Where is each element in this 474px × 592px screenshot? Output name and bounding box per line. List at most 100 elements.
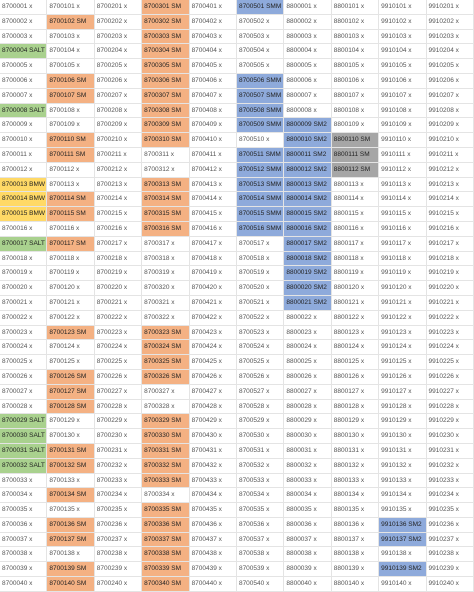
cell[interactable]: 9910225 x (426, 355, 474, 370)
cell[interactable]: 8700422 x (189, 310, 237, 326)
cell[interactable]: 9910224 x (426, 340, 474, 356)
cell[interactable]: 8700340 SM (142, 577, 190, 592)
cell[interactable]: 8700436 x (189, 517, 237, 533)
cell[interactable]: 8700512 SMM (236, 162, 285, 178)
cell[interactable]: 8700324 SM (142, 340, 190, 356)
cell[interactable]: 8700523 x (236, 325, 285, 341)
cell[interactable]: 8700531 x (236, 443, 285, 459)
cell[interactable]: 8700118 x (47, 251, 95, 267)
cell[interactable]: 8700233 x (94, 473, 143, 489)
cell[interactable]: 8700423 x (189, 325, 237, 341)
cell[interactable]: 8700213 x (94, 177, 143, 193)
cell[interactable]: 8700109 x (47, 118, 95, 134)
cell[interactable]: 8700227 x (94, 384, 143, 400)
cell[interactable]: 8800005 x (284, 59, 332, 74)
cell[interactable]: 8700513 SMM (236, 177, 285, 193)
cell[interactable]: 9910210 x (426, 133, 474, 148)
cell[interactable]: 8800035 x (284, 503, 332, 518)
cell[interactable]: 8700239 x (94, 562, 143, 578)
cell[interactable]: 8700318 x (142, 251, 190, 267)
cell[interactable]: 8800101 x (331, 0, 380, 15)
cell[interactable]: 8800135 x (331, 503, 380, 518)
cell[interactable]: 8700114 SM (47, 192, 95, 208)
cell[interactable]: 8700017 SALT (0, 236, 48, 252)
cell[interactable]: 8800106 x (331, 73, 380, 89)
cell[interactable]: 9910221 x (426, 295, 474, 311)
cell[interactable]: 8700517 x (236, 236, 285, 252)
cell[interactable]: 8700432 x (189, 458, 237, 474)
cell[interactable]: 8700337 SM (142, 532, 190, 548)
cell[interactable]: 9910238 x (426, 547, 474, 563)
cell[interactable]: 8800111 SM (331, 147, 380, 163)
cell[interactable]: 8700534 x (236, 488, 285, 504)
cell[interactable]: 9910132 x (379, 458, 427, 474)
cell[interactable]: 8700325 SM (142, 355, 190, 370)
cell[interactable]: 8700407 x (189, 88, 237, 104)
cell[interactable]: 8700013 BMW (0, 177, 48, 193)
cell[interactable]: 8700108 x (47, 103, 95, 119)
cell[interactable]: 8800121 x (331, 295, 380, 311)
cell[interactable]: 8700333 SM (142, 473, 190, 489)
cell[interactable]: 9910136 SM2 (379, 517, 427, 533)
cell[interactable]: 8800011 SM2 (284, 147, 332, 163)
cell[interactable]: 8700137 SM (47, 532, 95, 548)
cell[interactable]: 8700306 SM (142, 73, 190, 89)
cell[interactable]: 8800039 x (284, 562, 332, 578)
cell[interactable]: 9910205 x (426, 59, 474, 74)
cell[interactable]: 8800113 x (331, 177, 380, 193)
cell[interactable]: 8700326 SM (142, 369, 190, 385)
cell[interactable]: 8700319 x (142, 266, 190, 282)
cell[interactable]: 8700115 SM (47, 207, 95, 222)
cell[interactable]: 8800010 SM2 (284, 133, 332, 148)
cell[interactable]: 8700020 x (0, 281, 48, 296)
cell[interactable]: 9910226 x (426, 369, 474, 385)
cell[interactable]: 9910115 x (379, 207, 427, 222)
cell[interactable]: 9910103 x (379, 29, 427, 45)
cell[interactable]: 8800033 x (284, 473, 332, 489)
cell[interactable]: 8800012 SM2 (284, 162, 332, 178)
cell[interactable]: 8700533 x (236, 473, 285, 489)
cell[interactable]: 8700332 SM (142, 458, 190, 474)
cell[interactable]: 8800124 x (331, 340, 380, 356)
cell[interactable]: 8700231 x (94, 443, 143, 459)
cell[interactable]: 8700122 x (47, 310, 95, 326)
cell[interactable]: 8700439 x (189, 562, 237, 578)
cell[interactable]: 8800109 x (331, 118, 380, 134)
cell[interactable]: 8700535 x (236, 503, 285, 518)
cell[interactable]: 8700209 x (94, 118, 143, 134)
cell[interactable]: 8700521 x (236, 295, 285, 311)
cell[interactable]: 8700413 x (189, 177, 237, 193)
cell[interactable]: 9910117 x (379, 236, 427, 252)
cell[interactable]: 8700420 x (189, 281, 237, 296)
cell[interactable]: 8700431 x (189, 443, 237, 459)
cell[interactable]: 8700434 x (189, 488, 237, 504)
cell[interactable]: 8800004 x (284, 44, 332, 60)
cell[interactable]: 8700102 SM (47, 14, 95, 30)
cell[interactable]: 8700405 x (189, 59, 237, 74)
cell[interactable]: 8700527 x (236, 384, 285, 400)
cell[interactable]: 8800002 x (284, 14, 332, 30)
cell[interactable]: 8700030 SALT (0, 429, 48, 444)
cell[interactable]: 8700419 x (189, 266, 237, 282)
cell[interactable]: 8700025 x (0, 355, 48, 370)
cell[interactable]: 8700205 x (94, 59, 143, 74)
cell[interactable]: 8700338 SM (142, 547, 190, 563)
cell[interactable]: 9910231 x (426, 443, 474, 459)
cell[interactable]: 8700537 x (236, 532, 285, 548)
cell[interactable]: 8800108 x (331, 103, 380, 119)
cell[interactable]: 9910124 x (379, 340, 427, 356)
cell[interactable]: 9910101 x (379, 0, 427, 15)
cell[interactable]: 8700032 SALT (0, 458, 48, 474)
cell[interactable]: 8700524 x (236, 340, 285, 356)
cell[interactable]: 8700414 x (189, 192, 237, 208)
cell[interactable]: 8800118 x (331, 251, 380, 267)
cell[interactable]: 9910227 x (426, 384, 474, 400)
cell[interactable]: 8700033 x (0, 473, 48, 489)
cell[interactable]: 8800020 SM2 (284, 281, 332, 296)
cell[interactable]: 9910219 x (426, 266, 474, 282)
cell[interactable]: 8700014 BMW (0, 192, 48, 208)
cell[interactable]: 8800105 x (331, 59, 380, 74)
cell[interactable]: 8700113 x (47, 177, 95, 193)
cell[interactable]: 8700211 x (94, 147, 143, 163)
cell[interactable]: 9910212 x (426, 162, 474, 178)
